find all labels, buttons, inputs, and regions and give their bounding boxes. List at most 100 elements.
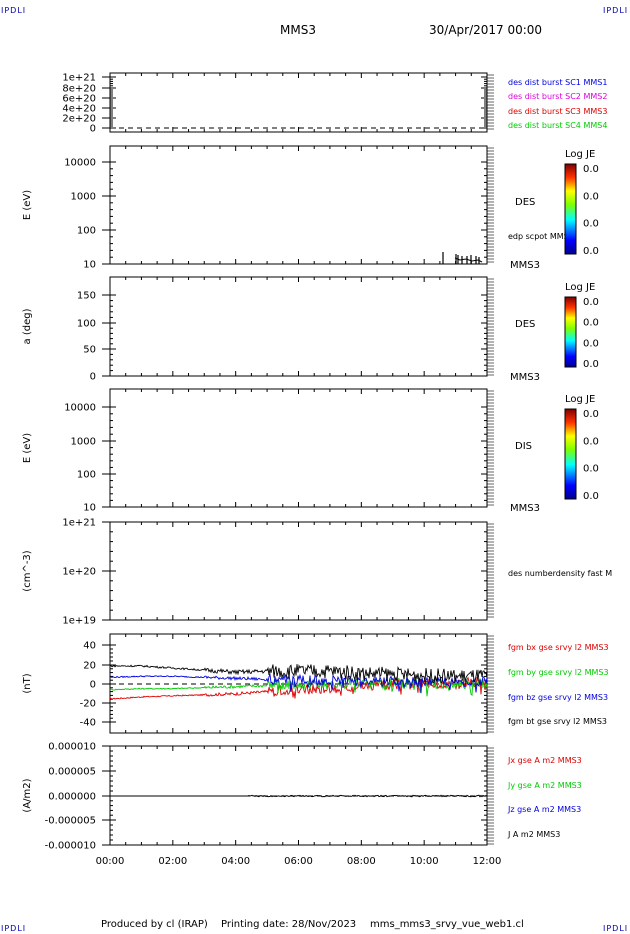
legend-entry: des dist burst SC3 MMS3 (508, 107, 607, 116)
y-tick-label: 10 (83, 503, 96, 514)
legend-entry: fgm bt gse srvy l2 MMS3 (508, 717, 607, 726)
legend-entry: Jz gse A m2 MMS3 (507, 805, 581, 814)
y-tick-label: 0.000000 (48, 792, 96, 803)
y-tick-label: 0.000010 (48, 742, 96, 753)
colorbar-tick-label: 0.0 (583, 464, 599, 475)
colorbar (564, 163, 577, 255)
y-tick-label: 1e+21 (62, 73, 96, 84)
y-tick-label: 1e+21 (62, 518, 96, 529)
colorbar-tick-label: 0.0 (583, 219, 599, 230)
filename: mms_mms3_srvy_vue_web1.cl (370, 919, 524, 930)
corner-mark: IPDLI (1, 924, 27, 933)
x-tick-label: 00:00 (96, 856, 125, 867)
y-tick-label: 2e+20 (62, 114, 96, 125)
colorbar-title: Log JE (565, 282, 595, 293)
current-trace (110, 794, 488, 798)
y-tick-label: 0 (90, 680, 96, 691)
y-tick-label: 0.000005 (48, 767, 96, 778)
legend-entry: fgm bx gse srvy l2 MMS3 (508, 643, 609, 652)
printing-date: Printing date: 28/Nov/2023 (221, 919, 357, 930)
y-tick-label: 10000 (64, 403, 96, 414)
y-tick-label: -20 (80, 699, 96, 710)
y-tick-label: -40 (80, 718, 96, 729)
legend-entry: des dist burst SC4 MMS4 (508, 121, 607, 130)
corner-mark: IPDLI (603, 924, 629, 933)
y-tick-label: -0.000010 (45, 841, 96, 852)
y-tick-label: 40 (83, 641, 96, 652)
colorbar-tick-label: 0.0 (583, 409, 599, 420)
x-tick-label: 08:00 (347, 856, 376, 867)
colorbar-tick-label: 0.0 (583, 318, 599, 329)
colorbar-tick-label: 0.0 (583, 297, 599, 308)
panel-frame (109, 521, 488, 621)
y-tick-label: 1000 (71, 192, 96, 203)
instrument-label: DES (515, 197, 535, 208)
colorbar-title: Log JE (565, 149, 595, 160)
legend-entry: J A m2 MMS3 (507, 830, 560, 839)
y-tick-label: 6e+20 (62, 94, 96, 105)
x-tick-label: 02:00 (158, 856, 187, 867)
corner-mark: IPDLI (603, 6, 629, 15)
y-tick-label: -0.000005 (45, 816, 96, 827)
y-tick-label: 8e+20 (62, 84, 96, 95)
colorbar (564, 408, 577, 500)
spacecraft-label: MMS3 (510, 503, 540, 514)
y-tick-label: 0 (90, 372, 96, 383)
legend-entry: des numberdensity fast M (508, 569, 612, 578)
x-tick-label: 10:00 (410, 856, 439, 867)
legend-entry: des dist burst SC2 MMS2 (508, 92, 607, 101)
y-tick-label: 0 (90, 124, 96, 135)
y-tick-label: 100 (77, 470, 96, 481)
legend-entry: Jy gse A m2 MMS3 (507, 781, 582, 790)
panel-frame (109, 388, 488, 508)
legend-entry: fgm bz gse srvy l2 MMS3 (508, 693, 608, 702)
colorbar (564, 296, 577, 368)
panel-frame (109, 72, 488, 133)
y-axis-label: E (eV) (22, 190, 33, 220)
y-tick-label: 50 (83, 345, 96, 356)
spacecraft-label: MMS3 (510, 260, 540, 271)
date-title: 30/Apr/2017 00:00 (429, 23, 543, 37)
colorbar-tick-label: 0.0 (583, 191, 599, 202)
x-tick-label: 06:00 (284, 856, 313, 867)
y-tick-label: 150 (77, 291, 96, 302)
colorbar-title: Log JE (565, 394, 595, 405)
colorbar-tick-label: 0.0 (583, 359, 599, 370)
y-tick-label: 20 (83, 661, 96, 672)
instrument-label: DES (515, 319, 535, 330)
series-line (109, 676, 488, 700)
y-axis-label: (nT) (22, 673, 33, 693)
series-line (109, 664, 488, 684)
legend-entry: des dist burst SC1 MMS1 (508, 78, 607, 87)
y-tick-label: 1000 (71, 437, 96, 448)
colorbar-tick-label: 0.0 (583, 436, 599, 447)
corner-mark: IPDLI (1, 6, 27, 15)
y-axis-label: (A/m2) (22, 778, 33, 812)
panel-frame (109, 276, 488, 377)
x-tick-label: 04:00 (221, 856, 250, 867)
overlay-label: edp scpot MMS3 (508, 232, 574, 241)
scpot-trace (454, 257, 483, 263)
y-tick-label: 100 (77, 226, 96, 237)
y-axis-label: (cm^-3) (22, 550, 33, 591)
spacecraft-label: MMS3 (510, 372, 540, 383)
legend-entry: Jx gse A m2 MMS3 (507, 756, 582, 765)
y-tick-label: 10 (83, 260, 96, 271)
panel-frame (109, 145, 488, 265)
y-tick-label: 1e+20 (62, 567, 96, 578)
y-tick-label: 100 (77, 319, 96, 330)
produced-by: Produced by cl (IRAP) (101, 919, 208, 930)
colorbar-tick-label: 0.0 (583, 164, 599, 175)
y-tick-label: 1e+19 (62, 616, 96, 627)
instrument-label: DIS (515, 441, 532, 452)
colorbar-tick-label: 0.0 (583, 338, 599, 349)
y-axis-label: a (deg) (22, 308, 33, 344)
spacecraft-title: MMS3 (280, 23, 316, 37)
colorbar-tick-label: 0.0 (583, 246, 599, 257)
colorbar-tick-label: 0.0 (583, 491, 599, 502)
y-axis-label: E (eV) (22, 433, 33, 463)
y-tick-label: 4e+20 (62, 104, 96, 115)
x-tick-label: 12:00 (473, 856, 502, 867)
series-line (109, 672, 488, 694)
